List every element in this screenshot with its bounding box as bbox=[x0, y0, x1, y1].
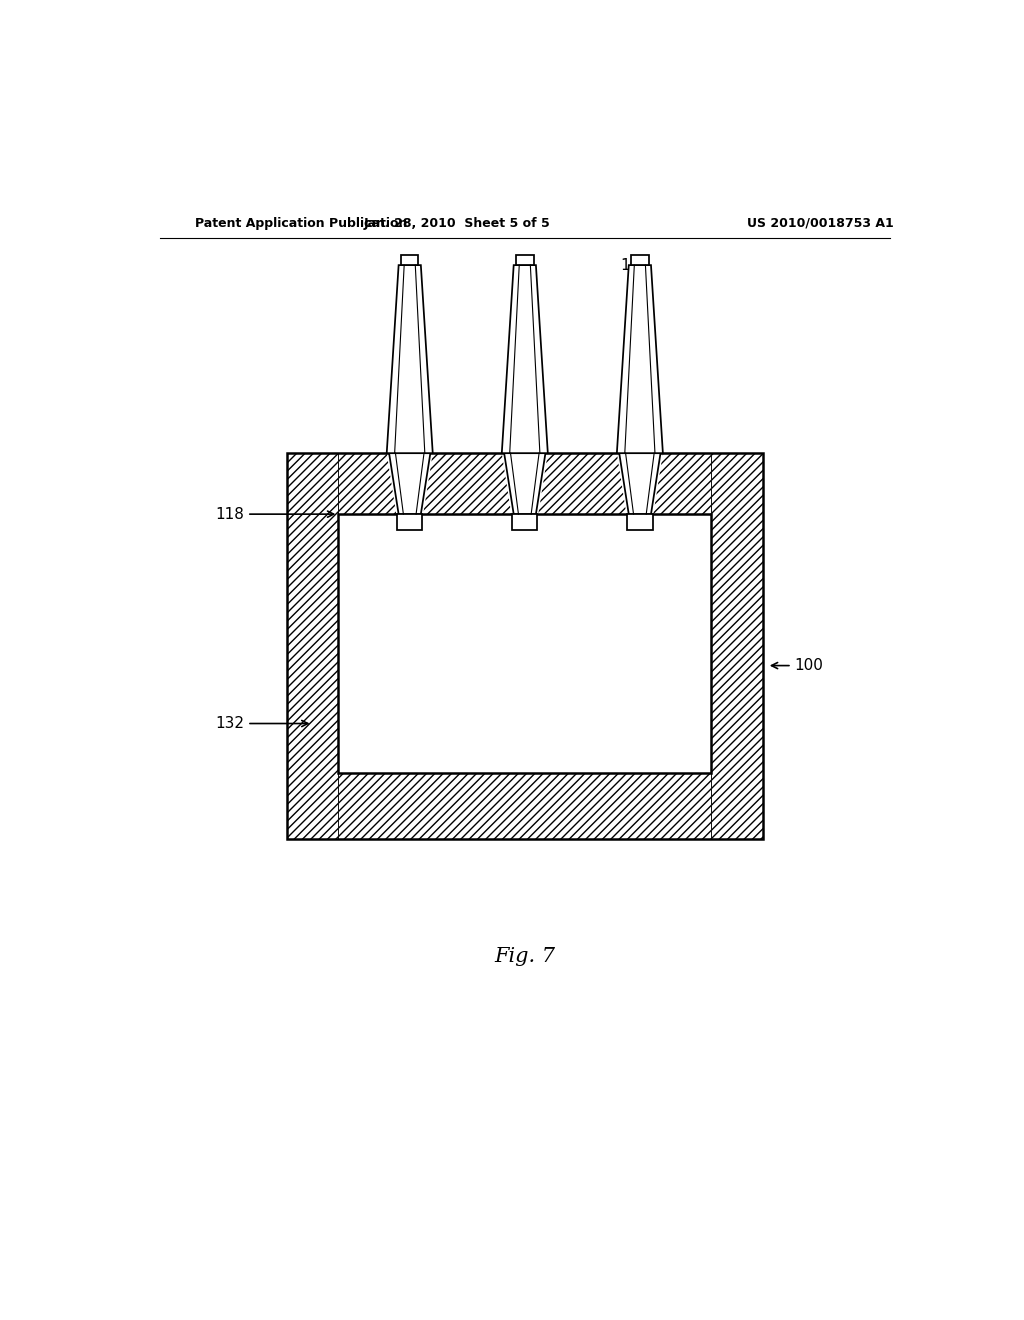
Bar bbox=[338, 774, 712, 840]
Bar bbox=[338, 515, 712, 774]
Polygon shape bbox=[502, 265, 548, 453]
Text: 122: 122 bbox=[626, 545, 654, 560]
Text: Jan. 28, 2010  Sheet 5 of 5: Jan. 28, 2010 Sheet 5 of 5 bbox=[364, 216, 551, 230]
Bar bbox=[397, 515, 423, 531]
Bar bbox=[512, 515, 538, 531]
Polygon shape bbox=[502, 453, 548, 515]
Text: Patent Application Publication: Patent Application Publication bbox=[196, 216, 408, 230]
Polygon shape bbox=[387, 453, 433, 515]
Bar bbox=[631, 255, 648, 265]
Polygon shape bbox=[616, 453, 663, 515]
Text: Fig. 7: Fig. 7 bbox=[495, 946, 555, 966]
Text: 100: 100 bbox=[771, 659, 823, 673]
Polygon shape bbox=[387, 265, 433, 453]
Text: 122: 122 bbox=[395, 545, 424, 560]
Text: US 2010/0018753 A1: US 2010/0018753 A1 bbox=[748, 216, 894, 230]
Bar bbox=[287, 453, 763, 840]
Bar bbox=[712, 453, 763, 840]
Bar bbox=[401, 255, 419, 265]
Polygon shape bbox=[616, 265, 663, 453]
Text: 130: 130 bbox=[510, 636, 540, 651]
Text: 101: 101 bbox=[620, 257, 649, 326]
Polygon shape bbox=[504, 453, 546, 515]
Bar bbox=[338, 453, 712, 515]
Polygon shape bbox=[620, 453, 660, 515]
Bar bbox=[516, 255, 534, 265]
Polygon shape bbox=[389, 453, 430, 515]
Text: 118: 118 bbox=[215, 507, 334, 521]
Bar bbox=[627, 515, 652, 531]
Text: 132: 132 bbox=[215, 715, 308, 731]
Bar bbox=[287, 453, 338, 840]
Text: 122: 122 bbox=[510, 545, 540, 560]
